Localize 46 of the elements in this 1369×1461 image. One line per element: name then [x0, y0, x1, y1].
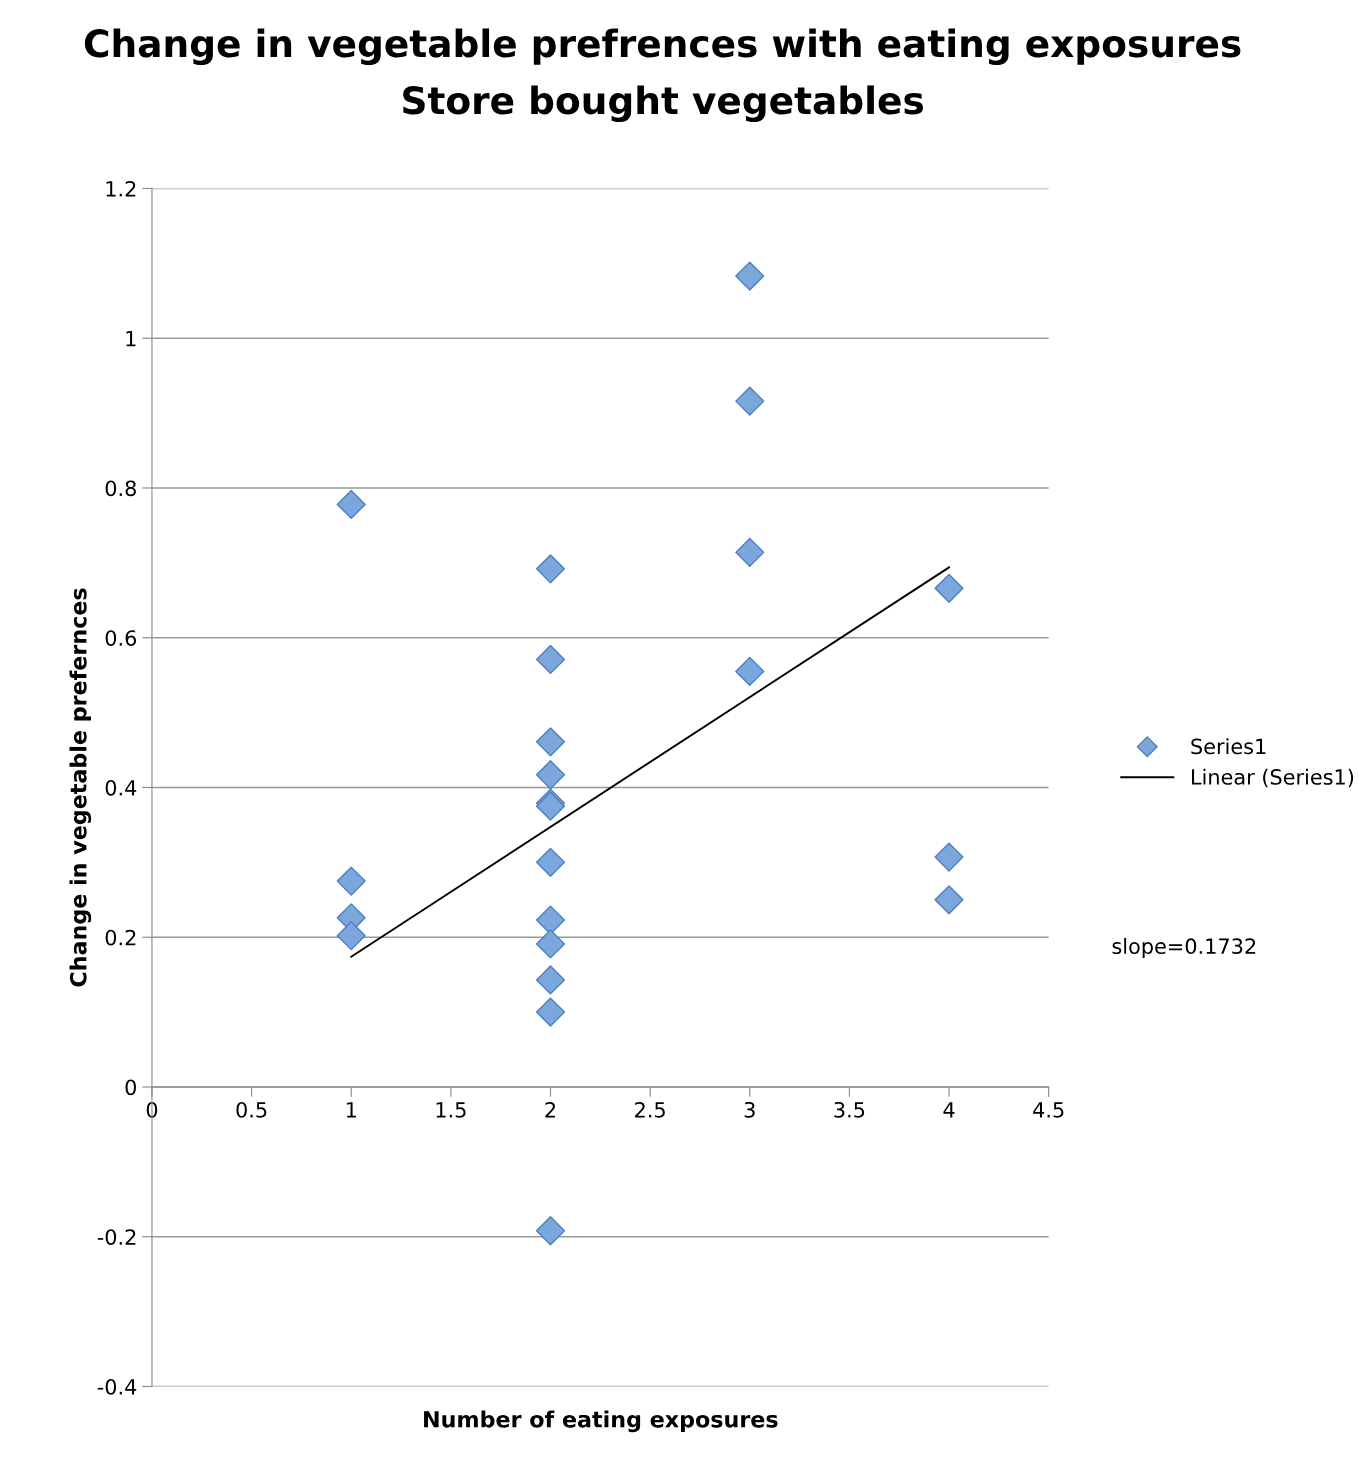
x-tick-label: 0 — [146, 1101, 158, 1118]
point — [535, 644, 566, 675]
y-tick-label: 0 — [125, 1079, 136, 1096]
point — [535, 1216, 566, 1246]
y-tick-label: 1.2 — [106, 180, 136, 197]
x-tick-label: 3.5 — [834, 1101, 865, 1118]
y-axis-title: Change in vegetable prefernces — [69, 588, 92, 987]
x-tick-label: 0.5 — [236, 1101, 267, 1118]
x-tick-label: 1.5 — [436, 1102, 466, 1118]
y-tick-label: -0.4 — [97, 1378, 137, 1395]
point — [735, 261, 765, 291]
legend-label: Linear (Series1) — [1192, 768, 1354, 788]
point — [535, 929, 566, 959]
y-tick-label: 0.4 — [105, 779, 137, 796]
legend-label: Series1 — [1191, 738, 1266, 755]
point — [535, 965, 566, 995]
point — [535, 727, 566, 757]
y-tick-label: 0.2 — [105, 929, 136, 946]
point — [934, 573, 964, 603]
y-tick-label: -0.2 — [97, 1229, 136, 1245]
x-tick-label: 4.5 — [1033, 1102, 1064, 1118]
x-tick-label: 2.5 — [635, 1101, 665, 1118]
chart-subtitle: Store bought vegetables — [403, 85, 923, 123]
point — [535, 760, 566, 790]
point — [934, 885, 964, 915]
point — [336, 921, 366, 951]
x-tick-label: 2 — [545, 1101, 556, 1118]
point — [934, 842, 964, 872]
point — [735, 386, 765, 416]
y-tick-label: 0.8 — [105, 480, 136, 497]
point — [535, 847, 566, 877]
point — [535, 554, 566, 584]
point — [336, 489, 366, 520]
chart-title: Change in vegetable prefrences with eating exposures — [84, 28, 1241, 66]
text: slope=0.1732 — [1112, 937, 1256, 959]
point — [336, 866, 366, 896]
x-axis-title: Number of eating exposures — [424, 1410, 778, 1433]
y-tick-label: 0.6 — [105, 630, 137, 646]
x-tick-label: 3 — [744, 1101, 755, 1118]
y-tick-label: 1 — [126, 330, 136, 347]
point — [535, 997, 566, 1027]
point — [535, 905, 566, 935]
point — [735, 537, 765, 567]
point — [735, 656, 765, 687]
x-tick-label: 1 — [346, 1102, 356, 1118]
x-tick-label: 4 — [943, 1102, 955, 1118]
